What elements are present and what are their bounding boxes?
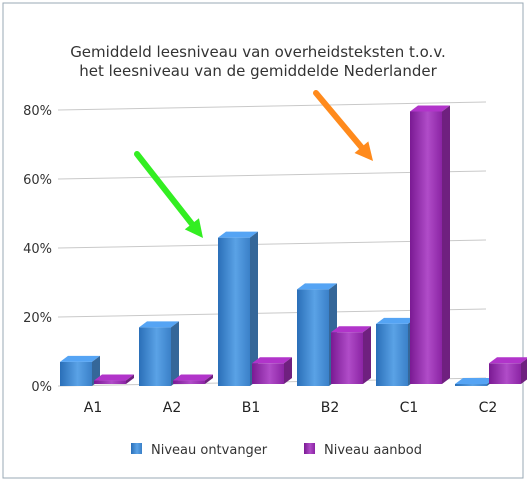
bar-front bbox=[455, 384, 487, 386]
bar-top bbox=[331, 326, 371, 333]
bar-top bbox=[218, 231, 258, 238]
bar-A2-niveau-ontvanger bbox=[139, 321, 179, 386]
y-axis-ticks: 0% 20% 40% 60% 80% bbox=[23, 104, 52, 395]
bar-top bbox=[455, 378, 495, 384]
bar-C1-niveau-aanbod bbox=[410, 105, 450, 384]
bar-front bbox=[297, 289, 329, 386]
x-tick-label: C2 bbox=[479, 400, 498, 416]
bar-top bbox=[376, 317, 416, 324]
bar-front bbox=[331, 332, 363, 384]
bar-A1-niveau-aanbod bbox=[94, 374, 134, 384]
bar-front bbox=[410, 111, 442, 384]
annotation-arrow bbox=[313, 90, 373, 161]
bar-top bbox=[139, 321, 179, 328]
chart-title-line: het leesniveau van de gemiddelde Nederla… bbox=[79, 62, 437, 80]
bar-top bbox=[410, 105, 450, 112]
bars bbox=[60, 105, 527, 386]
y-tick-label: 0% bbox=[31, 380, 52, 395]
legend-item: Niveau aanbod bbox=[304, 443, 422, 458]
legend-swatch bbox=[131, 443, 142, 454]
y-tick-label: 40% bbox=[23, 242, 52, 257]
bar-top bbox=[297, 283, 337, 290]
legend-label: Niveau ontvanger bbox=[151, 443, 268, 458]
chart-title-line: Gemiddeld leesniveau van overheidstekste… bbox=[70, 43, 446, 61]
gridline bbox=[57, 101, 487, 111]
bar-top bbox=[173, 374, 213, 381]
bar-A1-niveau-ontvanger bbox=[60, 355, 100, 386]
bar-B1-niveau-aanbod bbox=[252, 357, 292, 384]
bar-top bbox=[489, 357, 527, 364]
bar-front bbox=[376, 323, 408, 386]
legend-item: Niveau ontvanger bbox=[131, 443, 268, 458]
bar-side bbox=[205, 374, 213, 384]
x-tick-label: B1 bbox=[242, 400, 261, 416]
bar-front bbox=[252, 363, 284, 384]
bar-front bbox=[218, 237, 250, 386]
x-axis-ticks: A1 A2 B1 B2 C1 C2 bbox=[84, 400, 498, 416]
bar-side bbox=[250, 231, 258, 386]
bar-front bbox=[489, 363, 521, 384]
bar-B2-niveau-aanbod bbox=[331, 326, 371, 384]
bar-B1-niveau-ontvanger bbox=[218, 231, 258, 386]
bar-side bbox=[442, 105, 450, 384]
y-tick-label: 60% bbox=[23, 173, 52, 188]
y-tick-label: 20% bbox=[23, 311, 52, 326]
x-tick-label: C1 bbox=[400, 400, 419, 416]
x-tick-label: A2 bbox=[163, 400, 181, 416]
legend: Niveau ontvanger Niveau aanbod bbox=[131, 443, 422, 458]
bar-front bbox=[173, 380, 205, 384]
y-tick-label: 80% bbox=[23, 104, 52, 119]
bar-top bbox=[60, 355, 100, 362]
bar-side bbox=[171, 321, 179, 386]
bar-front bbox=[139, 327, 171, 386]
x-tick-label: B2 bbox=[321, 400, 340, 416]
bar-front bbox=[94, 380, 126, 384]
bar-side bbox=[126, 374, 134, 384]
bar-top bbox=[94, 374, 134, 381]
bar-front bbox=[60, 361, 92, 386]
bar-A2-niveau-aanbod bbox=[173, 374, 213, 384]
bar-side bbox=[284, 357, 292, 384]
chart-title: Gemiddeld leesniveau van overheidstekste… bbox=[70, 43, 446, 80]
bar-C2-niveau-aanbod bbox=[489, 357, 527, 384]
bar-top bbox=[252, 357, 292, 364]
legend-swatch bbox=[304, 443, 315, 454]
bar-side bbox=[521, 358, 527, 384]
x-tick-label: A1 bbox=[84, 400, 102, 416]
bar-side bbox=[363, 326, 371, 384]
annotations bbox=[134, 90, 373, 238]
legend-label: Niveau aanbod bbox=[324, 443, 422, 458]
annotation-arrow bbox=[134, 151, 203, 238]
